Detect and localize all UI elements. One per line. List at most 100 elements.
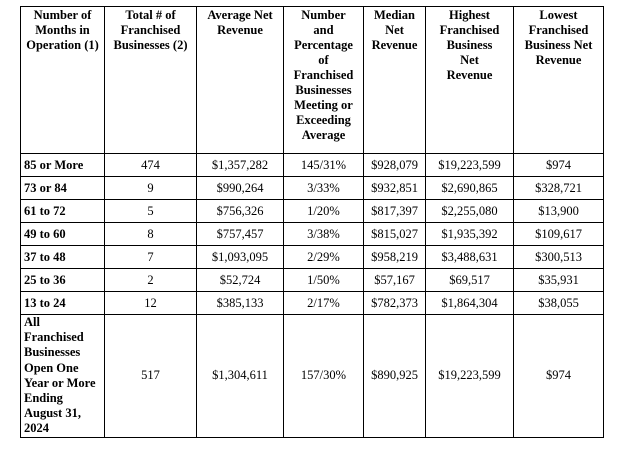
table-row: 73 or 84 9 $990,264 3/33% $932,851 $2,69… [20, 176, 604, 200]
total-label-line: Businesses [24, 345, 81, 360]
header-line: Revenue [535, 53, 582, 67]
cell-meeting: 3/33% [283, 176, 364, 200]
cell-median: $890,925 [363, 314, 426, 438]
cell-lowest: $109,617 [513, 222, 604, 246]
header-line: Businesses [295, 83, 352, 97]
header-line: Months in [35, 23, 90, 37]
row-label: 61 to 72 [20, 199, 105, 223]
header-total-businesses: Total # of Franchised Businesses (2) [104, 6, 197, 154]
table-row: 37 to 48 7 $1,093,095 2/29% $958,219 $3,… [20, 245, 604, 269]
cell-median: $815,027 [363, 222, 426, 246]
header-line: Revenue [371, 38, 418, 52]
cell-highest: $1,935,392 [425, 222, 514, 246]
total-row: All Franchised Businesses Open One Year or M… [20, 314, 604, 438]
table-row: 49 to 60 8 $757,457 3/38% $815,027 $1,93… [20, 222, 604, 246]
cell-average: $757,457 [196, 222, 284, 246]
cell-meeting: 1/20% [283, 199, 364, 223]
cell-total: 12 [104, 291, 197, 315]
total-label-line: Year or More [24, 375, 96, 390]
header-line: of [318, 53, 329, 67]
header-line: Business Net [524, 38, 593, 52]
header-line: Net [460, 53, 479, 67]
cell-median: $932,851 [363, 176, 426, 200]
row-label: 85 or More [20, 153, 105, 177]
cell-lowest: $13,900 [513, 199, 604, 223]
header-line: Businesses (2) [113, 38, 188, 52]
header-meeting-average: Number and Percentage of Franchised Businesse… [283, 6, 364, 154]
cell-median: $817,397 [363, 199, 426, 223]
cell-highest: $1,864,304 [425, 291, 514, 315]
cell-median: $928,079 [363, 153, 426, 177]
cell-average: $52,724 [196, 268, 284, 292]
table-row: 13 to 24 12 $385,133 2/17% $782,373 $1,8… [20, 291, 604, 315]
row-label: 49 to 60 [20, 222, 105, 246]
header-highest-revenue: Highest Franchised Business Net Revenue [425, 6, 514, 154]
header-row: Number of Months in Operation (1) Total # … [20, 6, 604, 154]
cell-total: 474 [104, 153, 197, 177]
cell-average: $1,304,611 [196, 314, 284, 438]
cell-average: $1,093,095 [196, 245, 284, 269]
cell-lowest: $38,055 [513, 291, 604, 315]
cell-median: $782,373 [363, 291, 426, 315]
total-label-line: All [24, 315, 40, 329]
row-label: 13 to 24 [20, 291, 105, 315]
header-line: Percentage [294, 38, 353, 52]
header-line: Business [446, 38, 493, 52]
header-line: Franchised [293, 68, 354, 82]
header-line: Revenue [446, 68, 493, 82]
header-line: Number of [33, 8, 92, 22]
table-row: 61 to 72 5 $756,326 1/20% $817,397 $2,25… [20, 199, 604, 223]
header-line: Total # of [125, 8, 176, 22]
row-label: 37 to 48 [20, 245, 105, 269]
header-line: Highest [449, 8, 490, 22]
cell-total: 8 [104, 222, 197, 246]
header-line: Meeting or [294, 98, 353, 112]
cell-lowest: $974 [513, 153, 604, 177]
cell-average: $756,326 [196, 199, 284, 223]
total-label-line: Franchised [24, 330, 84, 345]
cell-total: 5 [104, 199, 197, 223]
header-line: and [313, 23, 334, 37]
header-line: Net [385, 23, 404, 37]
cell-total: 2 [104, 268, 197, 292]
total-label-line: August 31, [24, 406, 81, 421]
header-line: Revenue [217, 23, 263, 37]
header-line: Franchised [528, 23, 589, 37]
table-row: 85 or More 474 $1,357,282 145/31% $928,0… [20, 153, 604, 177]
total-row-label: All Franchised Businesses Open One Year or M… [20, 314, 105, 438]
cell-highest: $69,517 [425, 268, 514, 292]
header-line: Average [301, 128, 346, 142]
cell-lowest: $35,931 [513, 268, 604, 292]
cell-lowest: $974 [513, 314, 604, 438]
cell-meeting: 145/31% [283, 153, 364, 177]
cell-highest: $19,223,599 [425, 153, 514, 177]
cell-total: 7 [104, 245, 197, 269]
header-line: Franchised [120, 23, 181, 37]
cell-lowest: $328,721 [513, 176, 604, 200]
row-label: 73 or 84 [20, 176, 105, 200]
cell-median: $958,219 [363, 245, 426, 269]
cell-meeting: 157/30% [283, 314, 364, 438]
cell-highest: $19,223,599 [425, 314, 514, 438]
header-line: Median [374, 8, 415, 22]
header-line: Franchised [439, 23, 500, 37]
cell-meeting: 3/38% [283, 222, 364, 246]
total-label-line: Ending [24, 391, 63, 406]
cell-average: $1,357,282 [196, 153, 284, 177]
header-line: Operation (1) [26, 38, 99, 52]
cell-meeting: 2/17% [283, 291, 364, 315]
total-label-line: Open One [24, 360, 79, 375]
table-row: 25 to 36 2 $52,724 1/50% $57,167 $69,517… [20, 268, 604, 292]
header-line: Number [301, 8, 346, 22]
cell-highest: $2,690,865 [425, 176, 514, 200]
total-label-line: 2024 [24, 421, 49, 436]
header-months: Number of Months in Operation (1) [20, 6, 105, 154]
cell-average: $385,133 [196, 291, 284, 315]
cell-highest: $2,255,080 [425, 199, 514, 223]
cell-median: $57,167 [363, 268, 426, 292]
cell-highest: $3,488,631 [425, 245, 514, 269]
cell-lowest: $300,513 [513, 245, 604, 269]
header-lowest-revenue: Lowest Franchised Business Net Revenue [513, 6, 604, 154]
cell-meeting: 1/50% [283, 268, 364, 292]
cell-average: $990,264 [196, 176, 284, 200]
